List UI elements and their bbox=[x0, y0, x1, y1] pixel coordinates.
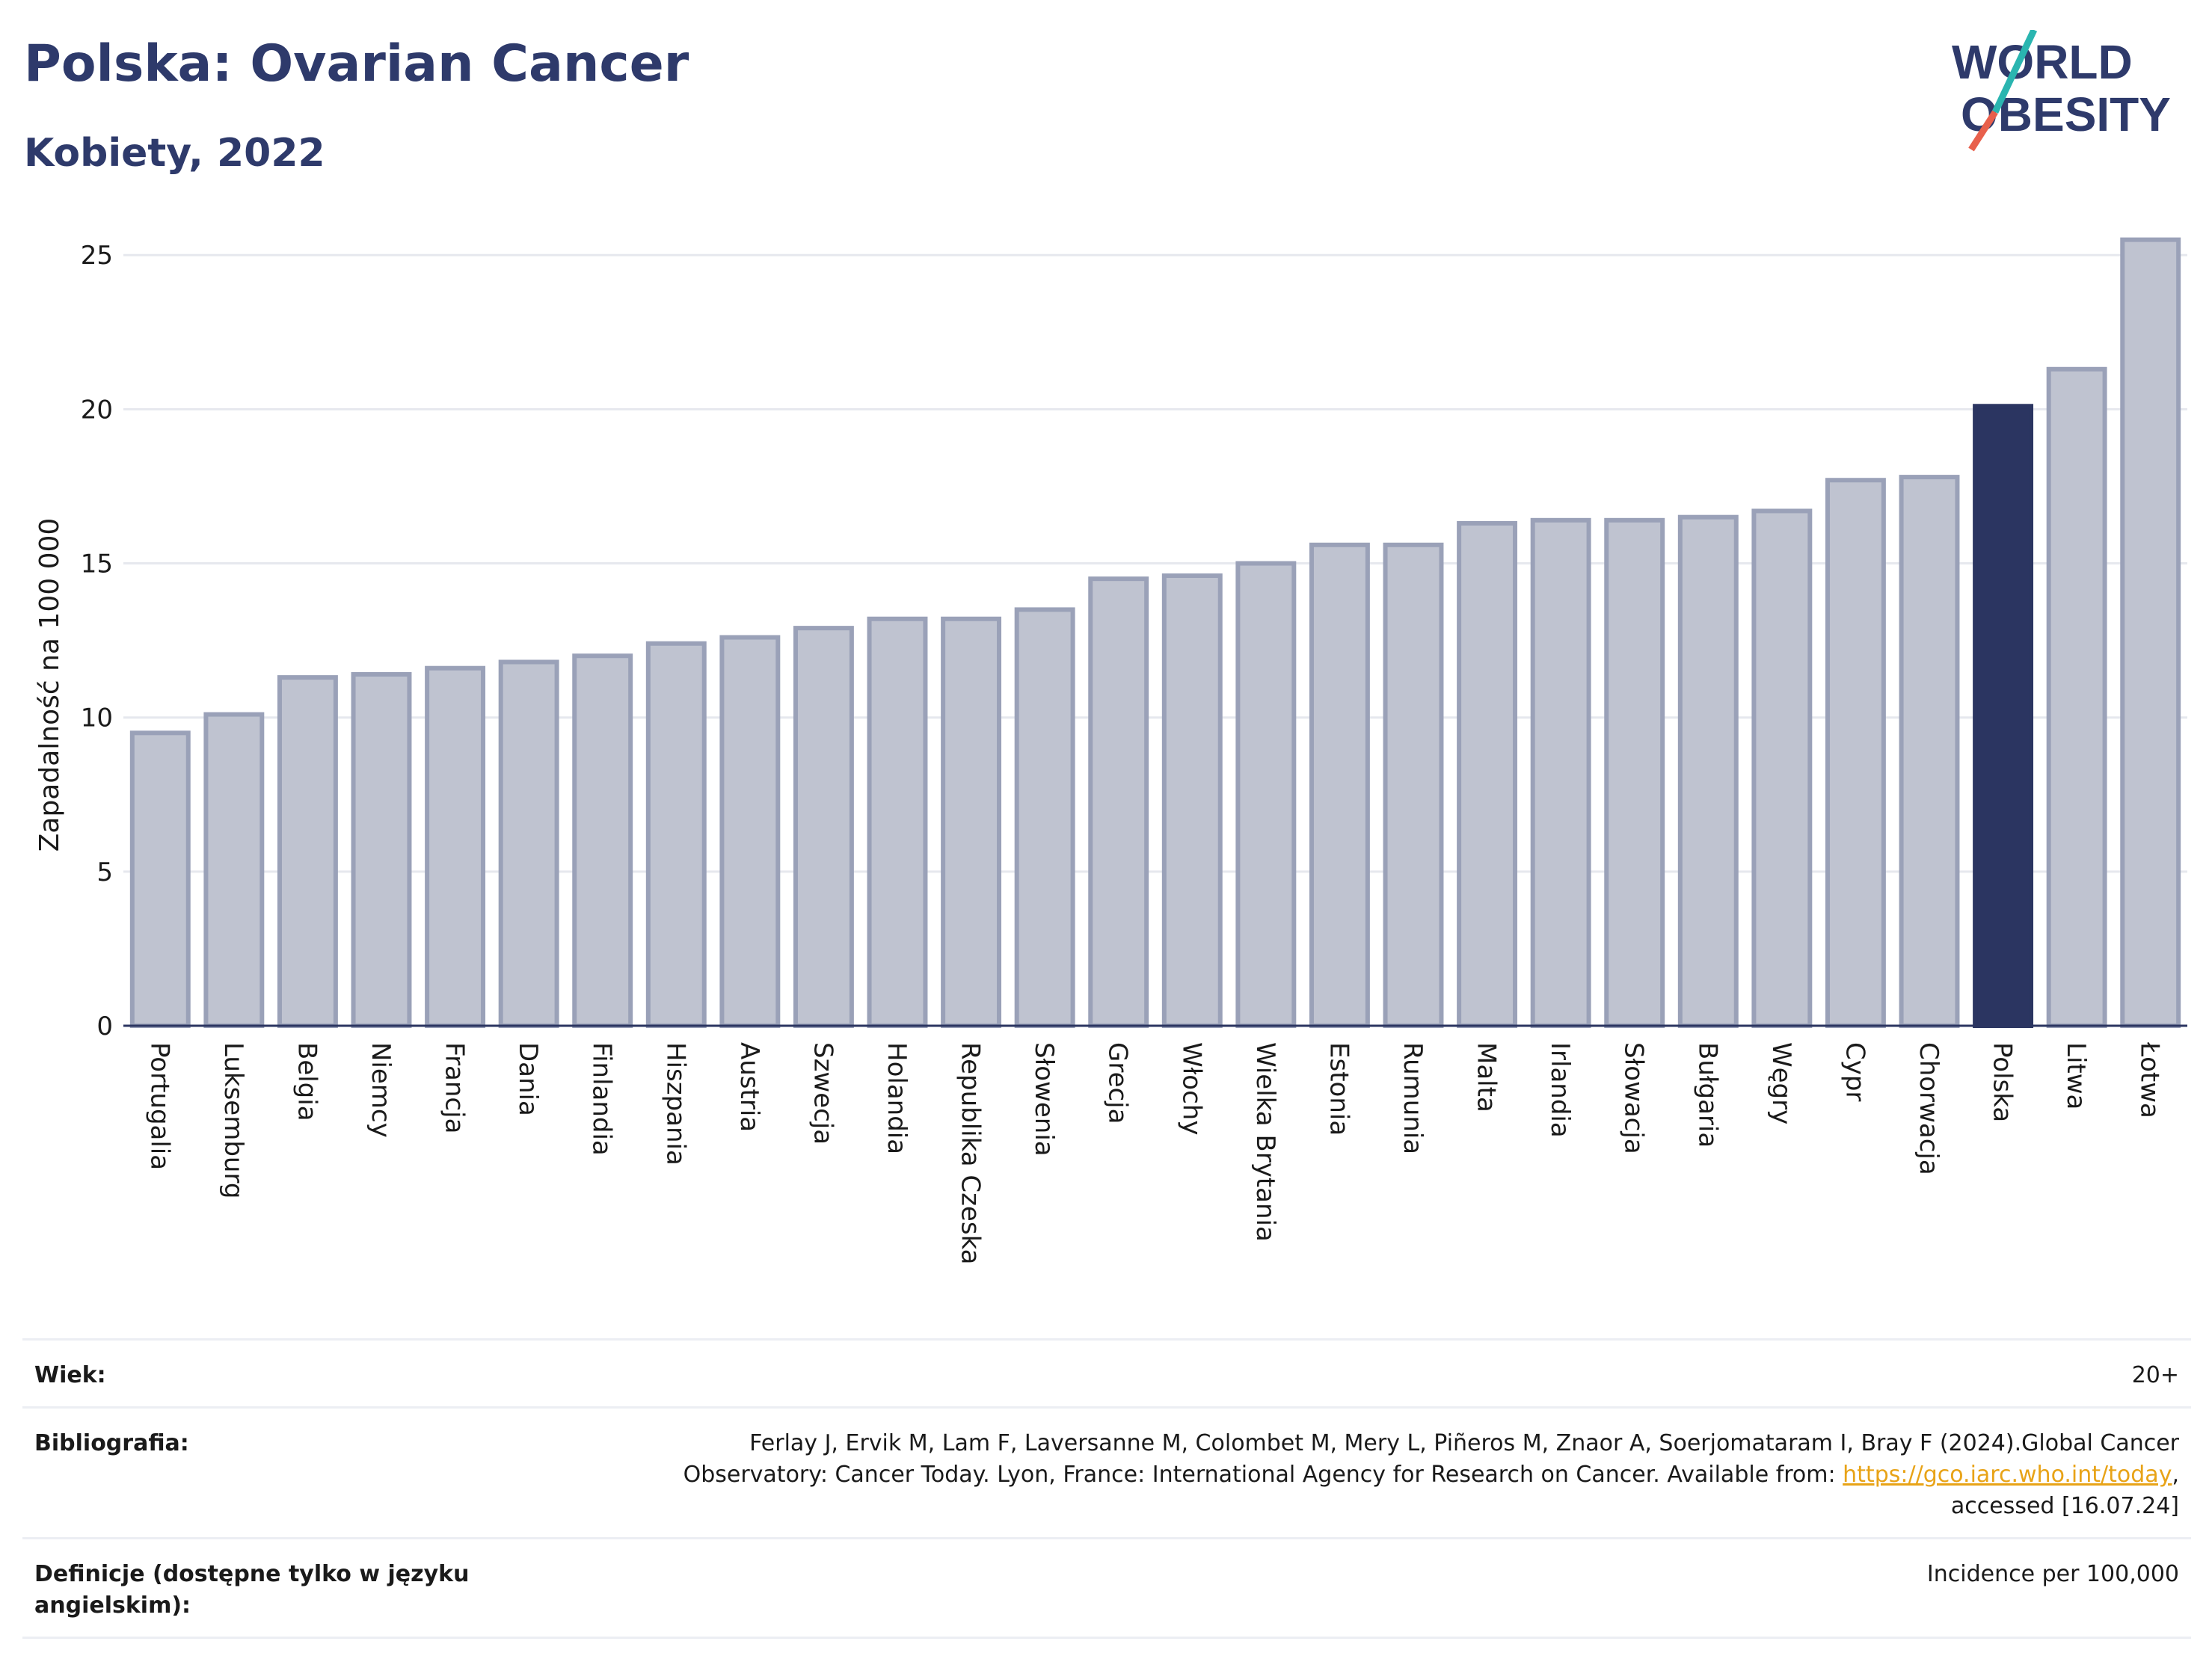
meta-row-definitions: Definicje (dostępne tylko w języku angie… bbox=[22, 1537, 2191, 1639]
x-tick-label: Polska bbox=[1988, 1042, 2018, 1122]
bar bbox=[867, 616, 928, 1028]
x-tick-label: Irlandia bbox=[1545, 1042, 1575, 1138]
x-tick-label: Estonia bbox=[1324, 1042, 1354, 1136]
bar bbox=[793, 626, 854, 1028]
bar bbox=[1457, 520, 1518, 1028]
bar bbox=[425, 665, 486, 1028]
x-tick-label: Dania bbox=[513, 1042, 543, 1116]
bar bbox=[1014, 607, 1075, 1028]
x-tick-label: Belgia bbox=[292, 1042, 322, 1121]
x-tick-label: Cypr bbox=[1840, 1042, 1870, 1101]
x-tick-label: Słowenia bbox=[1029, 1042, 1059, 1157]
meta-row-age: Wiek: 20+ bbox=[22, 1338, 2191, 1406]
bar bbox=[351, 671, 412, 1028]
y-tick-label: 10 bbox=[81, 704, 113, 733]
bar bbox=[277, 675, 338, 1028]
x-tick-label: Malta bbox=[1472, 1042, 1502, 1112]
bar bbox=[719, 635, 781, 1028]
x-tick-labels: Portugalia Luksemburg Belgia Niemcy Francja D… bbox=[144, 1041, 2164, 1265]
bibliography-text-1: Ferlay J, Ervik M, Lam F, Laversanne M, … bbox=[683, 1430, 2179, 1488]
y-tick-label: 15 bbox=[81, 550, 113, 579]
bar bbox=[1677, 514, 1739, 1028]
bar bbox=[2120, 237, 2181, 1029]
logo-slash-teal bbox=[1991, 30, 2038, 114]
x-tick-label: Holandia bbox=[882, 1042, 912, 1154]
bar bbox=[498, 659, 559, 1028]
bar bbox=[203, 712, 265, 1028]
chart-subtitle: Kobiety, 2022 bbox=[24, 131, 325, 176]
metadata-table: Wiek: 20+ Bibliografia: Ferlay J, Ervik … bbox=[22, 1338, 2191, 1639]
x-tick-label: Hiszpania bbox=[660, 1042, 690, 1166]
bibliography-text-2: , accessed [16.07.24] bbox=[1950, 1462, 2179, 1519]
bibliography-value: Ferlay J, Ervik M, Lam F, Laversanne M, … bbox=[609, 1428, 2179, 1522]
x-tick-label: Chorwacja bbox=[1914, 1042, 1944, 1175]
chart-title: Polska: Ovarian Cancer bbox=[24, 34, 689, 93]
bar bbox=[1088, 576, 1149, 1028]
x-tick-label: Łotwa bbox=[2135, 1041, 2165, 1118]
world-obesity-logo: WORLD OBESITY bbox=[1952, 30, 2171, 152]
bibliography-link[interactable]: https://gco.iarc.who.int/today bbox=[1843, 1462, 2172, 1488]
x-tick-label: Włochy bbox=[1176, 1042, 1206, 1135]
logo-line1: WORLD bbox=[1952, 35, 2133, 89]
x-tick-label: Francja bbox=[440, 1042, 470, 1133]
bar bbox=[1383, 542, 1444, 1028]
bar bbox=[2046, 366, 2107, 1028]
x-tick-label: Austria bbox=[734, 1042, 764, 1132]
bar bbox=[1899, 475, 1960, 1028]
bar bbox=[1235, 561, 1297, 1028]
y-tick-label: 0 bbox=[96, 1012, 113, 1041]
logo-slash-coral bbox=[1968, 110, 1998, 152]
x-tick-label: Republika Czeska bbox=[956, 1042, 986, 1265]
bar bbox=[1604, 517, 1665, 1028]
definitions-label: Definicje (dostępne tylko w języku angie… bbox=[34, 1561, 470, 1619]
bibliography-label: Bibliografia: bbox=[34, 1430, 189, 1456]
bar bbox=[1530, 517, 1591, 1028]
bar-chart: 0 5 10 15 20 25 Portugalia Luksemburg Belgia Nie… bbox=[34, 237, 2187, 1265]
x-tick-label: Szwecja bbox=[808, 1042, 838, 1145]
bar bbox=[1825, 478, 1886, 1028]
x-tick-label: Węgry bbox=[1766, 1042, 1796, 1124]
bar bbox=[1161, 573, 1223, 1028]
bar bbox=[1309, 542, 1370, 1028]
y-tick-label: 25 bbox=[81, 241, 113, 271]
y-tick-label: 20 bbox=[81, 395, 113, 425]
bar-highlight bbox=[1973, 404, 2034, 1028]
bars bbox=[129, 237, 2181, 1029]
y-tick-labels: 0 5 10 15 20 25 bbox=[81, 241, 113, 1041]
x-tick-label: Słowacja bbox=[1619, 1042, 1649, 1154]
meta-row-bibliography: Bibliografia: Ferlay J, Ervik M, Lam F, … bbox=[22, 1406, 2191, 1537]
definitions-value: Incidence per 100,000 bbox=[1926, 1561, 2179, 1587]
y-axis-label: Zapadalność na 100 000 bbox=[34, 518, 65, 852]
bar bbox=[129, 730, 191, 1028]
age-value: 20+ bbox=[2131, 1362, 2179, 1388]
x-tick-label: Wielka Brytania bbox=[1250, 1042, 1280, 1242]
x-tick-label: Litwa bbox=[2061, 1042, 2091, 1109]
bar bbox=[572, 653, 633, 1028]
x-tick-label: Finlandia bbox=[587, 1042, 617, 1156]
x-tick-label: Bułgaria bbox=[1692, 1042, 1722, 1148]
y-tick-label: 5 bbox=[96, 858, 113, 887]
x-tick-label: Luksemburg bbox=[218, 1042, 248, 1198]
x-tick-label: Grecja bbox=[1103, 1042, 1133, 1124]
bar bbox=[645, 641, 707, 1028]
x-tick-label: Rumunia bbox=[1398, 1042, 1428, 1154]
age-label: Wiek: bbox=[34, 1362, 106, 1388]
x-tick-label: Portugalia bbox=[144, 1042, 174, 1170]
bar bbox=[941, 616, 1002, 1028]
x-tick-label: Niemcy bbox=[366, 1042, 396, 1138]
bar bbox=[1751, 508, 1813, 1028]
